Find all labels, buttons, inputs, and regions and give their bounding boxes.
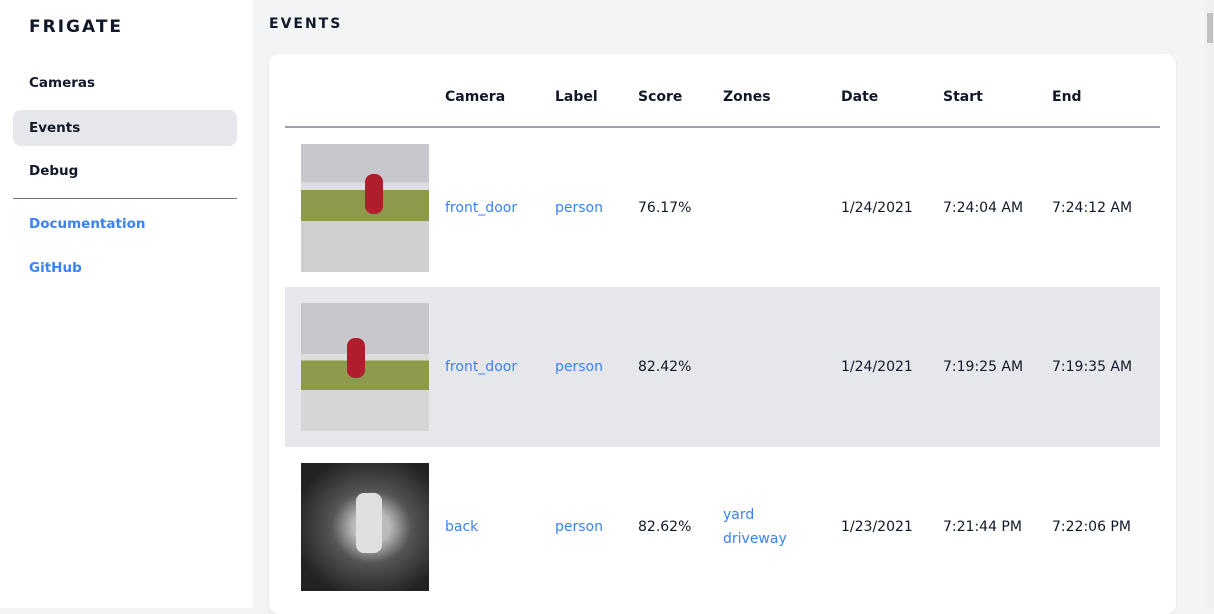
end-time: 7:24:12 AM xyxy=(1052,199,1133,216)
zones xyxy=(723,127,841,287)
event-thumbnail[interactable] xyxy=(301,303,429,431)
col-zones: Zones xyxy=(723,54,841,128)
app-logo: FRIGATE xyxy=(29,17,124,37)
label-link[interactable]: person xyxy=(555,199,603,216)
zones: yard driveway xyxy=(723,447,841,607)
end-time: 7:19:35 AM xyxy=(1052,287,1160,447)
zone-link[interactable]: yard xyxy=(723,507,755,523)
date: 1/24/2021 xyxy=(841,199,913,216)
zones xyxy=(723,287,841,447)
sidebar-item-cameras[interactable]: Cameras xyxy=(29,75,96,91)
camera-link[interactable]: back xyxy=(445,519,479,535)
event-thumbnail[interactable] xyxy=(301,463,429,591)
zone-link[interactable]: driveway xyxy=(723,531,787,547)
sidebar: FRIGATE Cameras Events Debug Documentati… xyxy=(0,0,253,608)
col-camera: Camera xyxy=(445,54,555,128)
event-thumbnail[interactable] xyxy=(301,143,429,272)
date: 1/23/2021 xyxy=(841,519,913,535)
col-end: End xyxy=(1052,54,1160,128)
end-time: 7:22:06 PM xyxy=(1052,519,1131,535)
col-score: Score xyxy=(638,54,723,128)
sidebar-divider xyxy=(13,198,237,199)
score: 76.17% xyxy=(638,199,692,216)
camera-link[interactable]: front_door xyxy=(445,199,518,216)
scrollbar-thumb[interactable] xyxy=(1207,13,1213,43)
table-row[interactable]: front_door person 76.17% 1/24/2021 7:24:… xyxy=(285,127,1160,287)
table-row[interactable]: front_door person 82.42% 1/24/2021 7:19:… xyxy=(285,287,1160,447)
sidebar-item-debug[interactable]: Debug xyxy=(29,163,79,179)
label-link[interactable]: person xyxy=(555,519,603,535)
camera-link[interactable]: front_door xyxy=(445,287,555,447)
score: 82.62% xyxy=(638,519,692,535)
date: 1/24/2021 xyxy=(841,287,943,447)
sidebar-item-events[interactable]: Events xyxy=(13,110,237,146)
label-link[interactable]: person xyxy=(555,287,638,447)
link-github[interactable]: GitHub xyxy=(29,260,82,276)
start-time: 7:21:44 PM xyxy=(943,519,1022,535)
col-start: Start xyxy=(943,54,1052,128)
events-card: Camera Label Score Zones Date Start End … xyxy=(269,54,1176,614)
start-time: 7:19:25 AM xyxy=(943,287,1052,447)
start-time: 7:24:04 AM xyxy=(943,199,1024,216)
col-label: Label xyxy=(555,54,638,128)
link-documentation[interactable]: Documentation xyxy=(29,216,146,232)
col-date: Date xyxy=(841,54,943,128)
col-thumbnail xyxy=(285,54,445,128)
page-title: EVENTS xyxy=(269,16,343,32)
scrollbar[interactable] xyxy=(1205,0,1214,608)
events-table: Camera Label Score Zones Date Start End … xyxy=(285,54,1160,607)
score: 82.42% xyxy=(638,287,723,447)
table-row[interactable]: back person 82.62% yard driveway 1/23/202… xyxy=(285,447,1160,607)
